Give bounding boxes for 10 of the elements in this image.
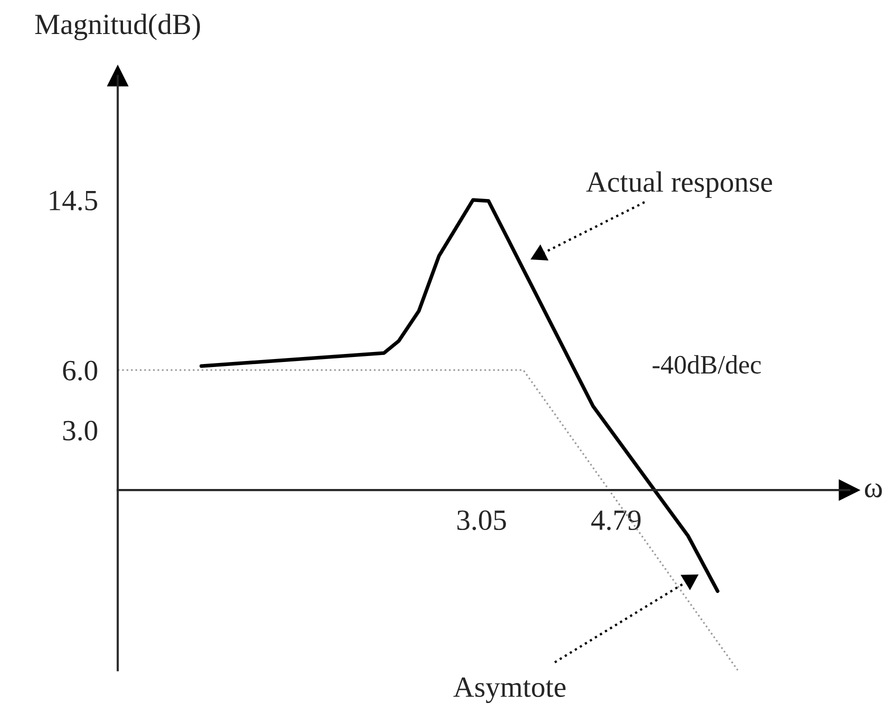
x-tick-label: 3.05 bbox=[457, 510, 506, 530]
y-tick-label: 6.0 bbox=[63, 360, 98, 381]
y-tick-label: 3.0 bbox=[63, 420, 98, 441]
x-axis-title: ω bbox=[864, 483, 882, 498]
x-tick-label: 4.79 bbox=[591, 510, 641, 530]
annotation: Actual response bbox=[586, 171, 772, 198]
text: Asymtote bbox=[453, 677, 566, 704]
annotation: -40dB/dec bbox=[652, 355, 761, 374]
y-axis-title: Magnitud(dB) bbox=[35, 14, 200, 40]
y-tick-label: 14.5 bbox=[50, 190, 98, 210]
